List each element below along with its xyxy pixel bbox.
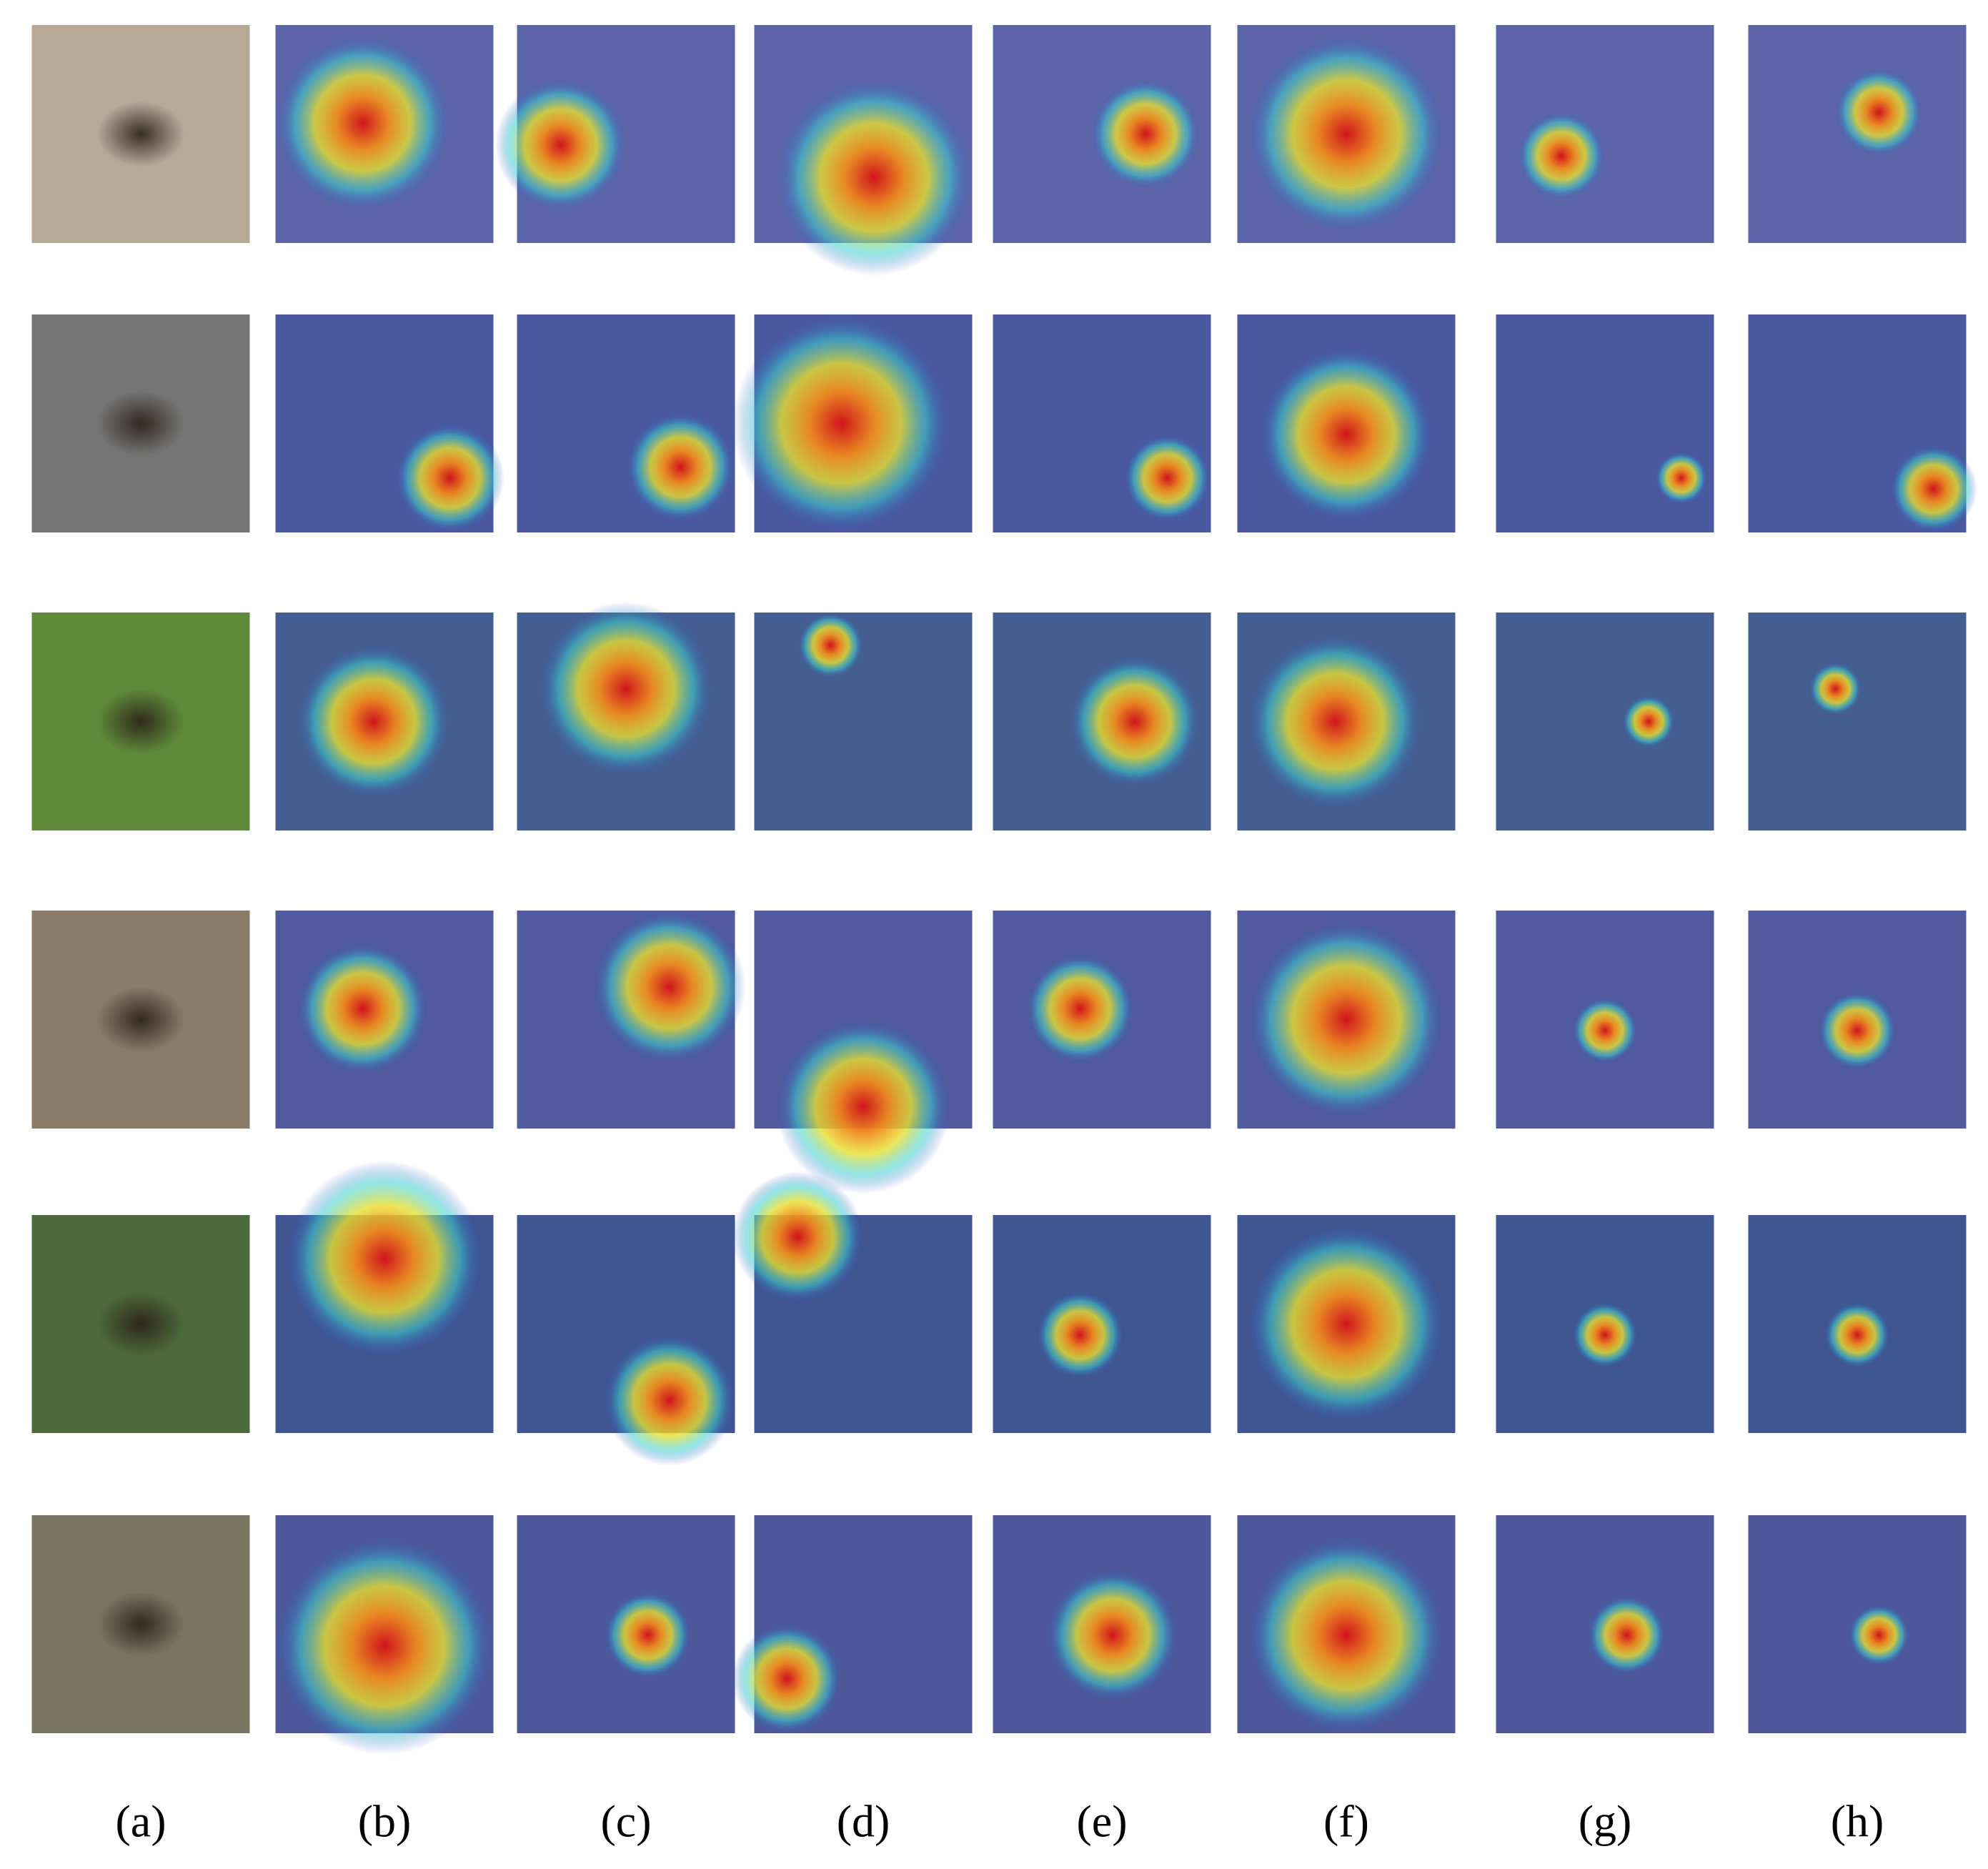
heatmap-spot	[593, 911, 746, 1064]
heatmap-spot	[275, 36, 450, 211]
photo-object	[97, 390, 184, 457]
heatmap-spot	[297, 645, 450, 798]
heatmap-spot	[776, 79, 973, 276]
column-label: (d)	[837, 1796, 890, 1847]
heatmap-spot	[604, 1334, 735, 1466]
heatmap-spot	[1248, 634, 1423, 809]
heatmap-spot	[1047, 1570, 1178, 1701]
heatmap-spot	[1848, 1605, 1910, 1666]
heatmap-spot	[1248, 36, 1445, 232]
photo-object	[97, 1291, 184, 1357]
heatmap-spot	[1248, 1537, 1445, 1733]
heatmap-spot	[1259, 347, 1433, 522]
heatmap-spot	[732, 1624, 842, 1733]
heatmap-spot	[732, 1171, 863, 1302]
column-label: (c)	[600, 1796, 651, 1847]
heatmap-spot	[286, 1160, 483, 1357]
photo-object	[97, 986, 184, 1053]
heatmap-photo-tint	[754, 613, 973, 831]
column-label: (g)	[1579, 1796, 1632, 1847]
heatmap-spot	[1518, 112, 1605, 199]
heatmap-spot	[776, 1019, 950, 1194]
heatmap-background	[1748, 613, 1967, 831]
heatmap-spot	[1572, 998, 1638, 1064]
heatmap-spot	[1889, 445, 1977, 532]
heatmap-spot	[1025, 954, 1135, 1064]
heatmap-spot	[1818, 991, 1897, 1070]
heatmap-spot	[495, 79, 626, 211]
heatmap-spot	[539, 601, 713, 776]
heatmap-spot	[797, 613, 863, 678]
heatmap-spot	[395, 423, 505, 532]
heatmap-spot	[1572, 1302, 1638, 1368]
heatmap-spot	[275, 1537, 494, 1755]
heatmap-spot	[626, 412, 735, 522]
heatmap-photo-tint	[1496, 613, 1714, 831]
heatmap-spot	[604, 1591, 692, 1679]
heatmap-spot	[1655, 452, 1708, 505]
heatmap-spot	[1809, 663, 1862, 715]
heatmap-spot	[1036, 1291, 1124, 1379]
heatmap-spot	[1824, 1302, 1890, 1368]
column-label: (b)	[358, 1796, 412, 1847]
column-label: (a)	[115, 1796, 166, 1847]
heatmap-spot	[1835, 69, 1923, 156]
photo-object	[97, 101, 184, 167]
photo-object	[97, 688, 184, 755]
heatmap-spot	[297, 943, 428, 1074]
column-label: (e)	[1076, 1796, 1127, 1847]
heatmap-spot	[1069, 656, 1201, 787]
column-label: (h)	[1831, 1796, 1884, 1847]
heatmap-spot	[1123, 434, 1211, 522]
heatmap-background	[1496, 613, 1714, 831]
column-label: (f)	[1323, 1796, 1369, 1847]
heatmap-photo-tint	[1748, 613, 1967, 831]
heatmap-spot	[1090, 79, 1201, 189]
heatmap-spot	[732, 314, 950, 532]
photo-object	[97, 1591, 184, 1657]
heatmap-spot	[1248, 1226, 1445, 1422]
heatmap-spot	[1622, 695, 1675, 748]
heatmap-spot	[1248, 921, 1445, 1118]
heatmap-spot	[1587, 1595, 1666, 1675]
heatmap-background	[754, 613, 973, 831]
